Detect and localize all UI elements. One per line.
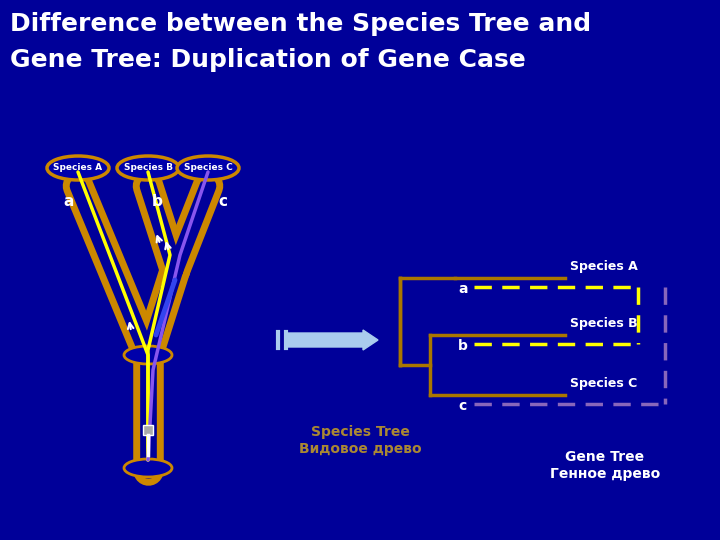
Text: Gene Tree: Duplication of Gene Case: Gene Tree: Duplication of Gene Case bbox=[10, 48, 526, 72]
Ellipse shape bbox=[124, 459, 172, 477]
Text: Species B: Species B bbox=[570, 317, 638, 330]
Text: Species A: Species A bbox=[570, 260, 638, 273]
Text: Species B: Species B bbox=[124, 164, 173, 172]
Text: Species C: Species C bbox=[184, 164, 233, 172]
Text: b: b bbox=[458, 339, 468, 353]
Ellipse shape bbox=[47, 156, 109, 180]
Text: c: c bbox=[458, 399, 467, 413]
Text: Species C: Species C bbox=[570, 377, 637, 390]
Text: c: c bbox=[218, 194, 227, 209]
Text: Difference between the Species Tree and: Difference between the Species Tree and bbox=[10, 12, 591, 36]
FancyBboxPatch shape bbox=[143, 425, 153, 435]
Text: a: a bbox=[63, 194, 73, 209]
Ellipse shape bbox=[117, 156, 179, 180]
Ellipse shape bbox=[124, 346, 172, 364]
Text: Species Tree: Species Tree bbox=[310, 425, 410, 439]
Ellipse shape bbox=[177, 156, 239, 180]
Text: b: b bbox=[152, 194, 163, 209]
Text: Species A: Species A bbox=[53, 164, 102, 172]
Text: Видовое древо: Видовое древо bbox=[299, 442, 421, 456]
Text: Gene Tree: Gene Tree bbox=[565, 450, 644, 464]
Text: Генное древо: Генное древо bbox=[550, 467, 660, 481]
FancyArrow shape bbox=[288, 330, 378, 350]
Text: a: a bbox=[458, 282, 467, 296]
